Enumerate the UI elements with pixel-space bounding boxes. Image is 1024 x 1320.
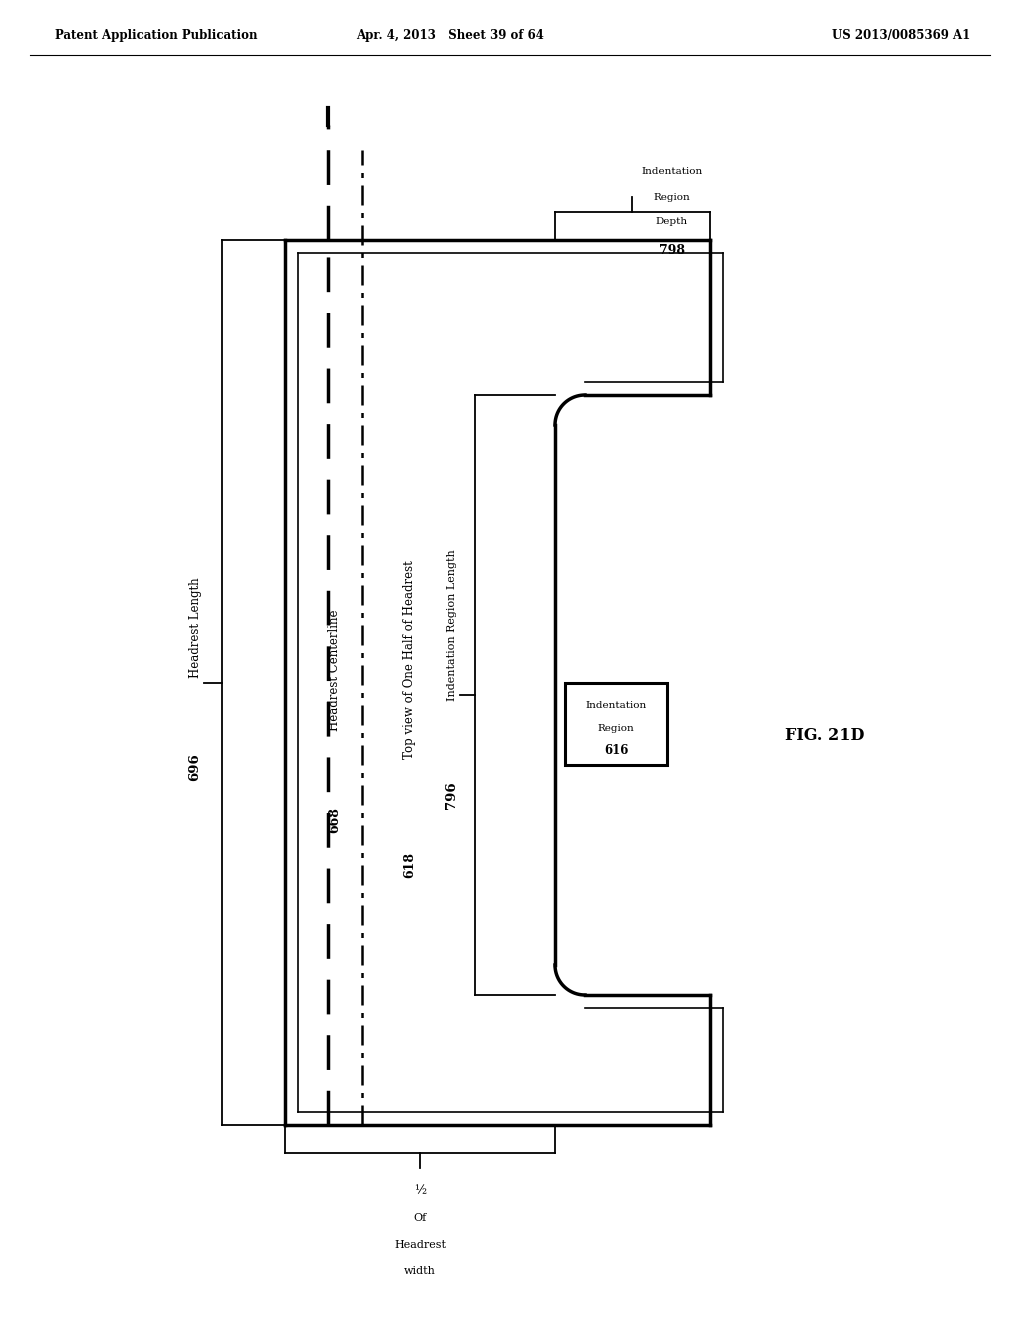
Text: Region: Region	[598, 725, 635, 734]
Text: 618: 618	[403, 851, 417, 878]
Text: Headrest Centerline: Headrest Centerline	[329, 610, 341, 731]
Text: 668: 668	[329, 807, 341, 833]
Text: 616: 616	[604, 743, 628, 756]
Text: Depth: Depth	[656, 218, 688, 227]
Bar	[565, 682, 667, 766]
Text: FIG. 21D: FIG. 21D	[785, 726, 864, 743]
Text: width: width	[404, 1266, 436, 1276]
Text: US 2013/0085369 A1: US 2013/0085369 A1	[831, 29, 970, 41]
Text: Region: Region	[653, 193, 690, 202]
Text: ½: ½	[414, 1184, 426, 1197]
Text: Headrest Length: Headrest Length	[188, 577, 202, 677]
Text: Apr. 4, 2013   Sheet 39 of 64: Apr. 4, 2013 Sheet 39 of 64	[356, 29, 544, 41]
Text: Top view of One Half of Headrest: Top view of One Half of Headrest	[403, 561, 417, 759]
Text: 696: 696	[188, 754, 202, 781]
Text: 796: 796	[445, 781, 459, 809]
Text: Indentation Region Length: Indentation Region Length	[447, 549, 457, 701]
Text: Headrest: Headrest	[394, 1239, 446, 1250]
Text: 798: 798	[659, 243, 685, 256]
Text: Of: Of	[414, 1213, 427, 1224]
Text: Indentation: Indentation	[641, 168, 702, 177]
Text: Indentation: Indentation	[586, 701, 646, 710]
Text: Patent Application Publication: Patent Application Publication	[55, 29, 257, 41]
